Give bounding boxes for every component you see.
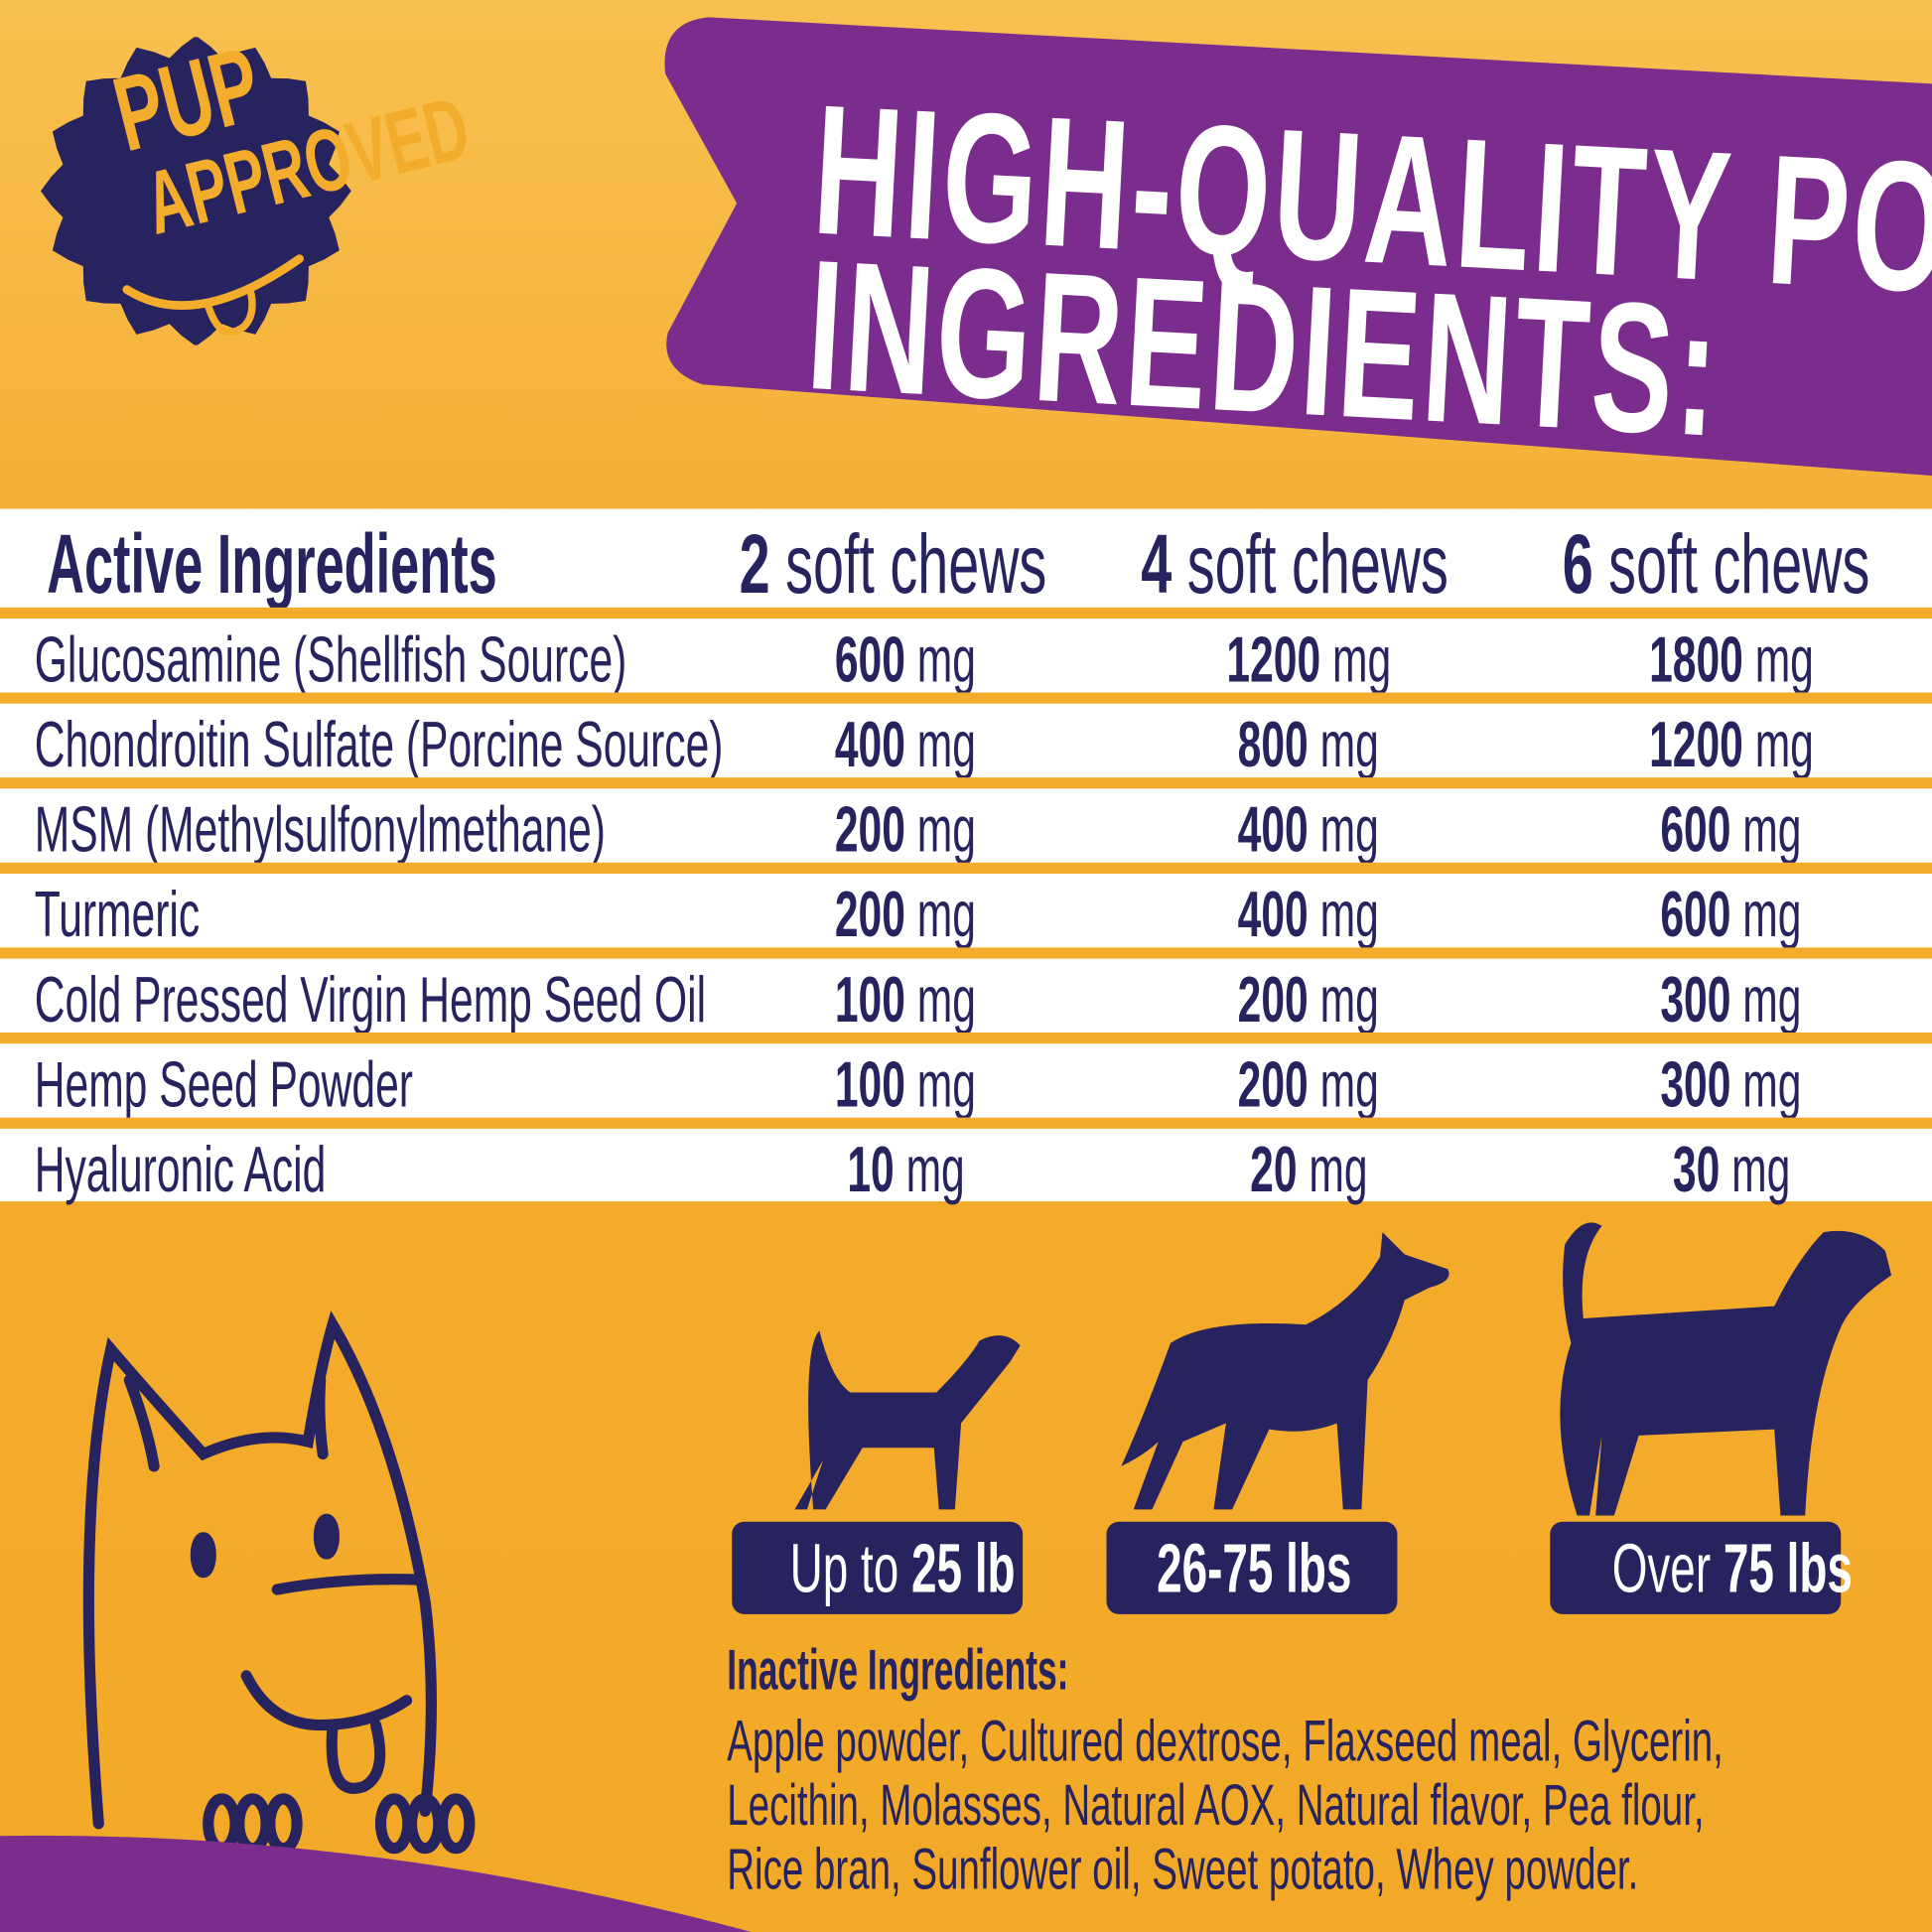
row-divider	[0, 777, 1932, 789]
table-row: Hyaluronic Acid 10 mg 20 mg 30 mg	[0, 1131, 1932, 1207]
dose-cell: 200 mg	[1238, 964, 1380, 1036]
dose-cell: 200 mg	[1238, 1049, 1380, 1122]
dose-cell: 20 mg	[1249, 1135, 1368, 1207]
dose-cell: 1800 mg	[1648, 624, 1814, 697]
ingredient-name: Chondroitin Sulfate (Porcine Source)	[34, 709, 724, 781]
dose-cell: 400 mg	[1238, 794, 1380, 867]
header-col-2: 4 soft chews	[1141, 517, 1449, 612]
dose-cell: 400 mg	[1238, 880, 1380, 952]
medium-dog-icon	[1121, 1232, 1449, 1510]
inactive-line-2: Lecithin, Molasses, Natural AOX, Natural…	[727, 1771, 1705, 1838]
dose-cell: 10 mg	[846, 1135, 965, 1207]
row-divider	[0, 607, 1932, 620]
active-ingredients-table: Active Ingredients 2 soft chews 4 soft c…	[0, 508, 1932, 1207]
dose-cell: 800 mg	[1238, 709, 1380, 781]
weight-badge-small: Up to 25 lb	[732, 1521, 1024, 1614]
dose-cell: 1200 mg	[1226, 624, 1391, 697]
dose-cell: 200 mg	[835, 880, 977, 952]
inactive-line-3: Rice bran, Sunflower oil, Sweet potato, …	[727, 1836, 1639, 1902]
dose-cell: 100 mg	[835, 964, 977, 1036]
header-col-1: 2 soft chews	[739, 517, 1047, 612]
header-col-3: 6 soft chews	[1562, 517, 1870, 612]
row-divider	[0, 1117, 1932, 1129]
table-row: MSM (Methylsulfonylmethane) 200 mg 400 mg 6…	[0, 791, 1932, 867]
title-banner	[664, 17, 1932, 477]
inactive-line-1: Apple powder, Cultured dextrose, Flaxsee…	[727, 1708, 1724, 1773]
dose-cell: 600 mg	[1660, 794, 1802, 867]
table-row: Turmeric 200 mg 400 mg 600 mg	[0, 876, 1932, 952]
dose-cell: 100 mg	[835, 1049, 977, 1122]
row-divider	[0, 1033, 1932, 1044]
ingredient-name: Glucosamine (Shellfish Source)	[34, 624, 627, 697]
ingredient-name: Hyaluronic Acid	[34, 1135, 327, 1207]
table-row: Chondroitin Sulfate (Porcine Source) 400 …	[0, 706, 1932, 781]
inactive-heading: Inactive Ingredients:	[727, 1637, 1069, 1702]
table-row: Glucosamine (Shellfish Source) 600 mg 1200…	[0, 621, 1932, 697]
dose-cell: 600 mg	[1660, 880, 1802, 952]
header-label: Active Ingredients	[47, 517, 497, 612]
pup-approved-badge-icon	[40, 37, 351, 345]
dose-cell: 300 mg	[1660, 1049, 1802, 1122]
weight-badge-large: Over 75 lbs	[1550, 1521, 1853, 1614]
ingredient-name: Cold Pressed Virgin Hemp Seed Oil	[34, 964, 707, 1036]
ingredient-name: Hemp Seed Powder	[34, 1049, 413, 1122]
dog-illustrations	[0, 1222, 1892, 1932]
cartoon-dog-icon	[82, 1311, 476, 1855]
small-dog-icon	[783, 1330, 1021, 1510]
purple-hill	[0, 1835, 752, 1932]
large-dog-icon	[1560, 1222, 1892, 1516]
ingredient-name: MSM (Methylsulfonylmethane)	[34, 794, 606, 867]
dose-cell: 200 mg	[835, 794, 977, 867]
table-header: Active Ingredients 2 soft chews 4 soft c…	[0, 509, 1932, 611]
dose-cell: 30 mg	[1672, 1135, 1790, 1207]
table-row: Hemp Seed Powder 100 mg 200 mg 300 mg	[0, 1046, 1932, 1122]
dose-cell: 1200 mg	[1648, 709, 1814, 781]
row-divider	[0, 692, 1932, 704]
row-divider	[0, 862, 1932, 874]
table-row: Cold Pressed Virgin Hemp Seed Oil 100 mg 2…	[0, 961, 1932, 1036]
row-divider	[0, 947, 1932, 959]
dose-cell: 400 mg	[835, 709, 977, 781]
dose-cell: 600 mg	[835, 624, 977, 697]
weight-badge-medium: 26-75 lbs	[1106, 1521, 1398, 1614]
ingredient-name: Turmeric	[34, 880, 201, 952]
dose-cell: 300 mg	[1660, 964, 1802, 1036]
